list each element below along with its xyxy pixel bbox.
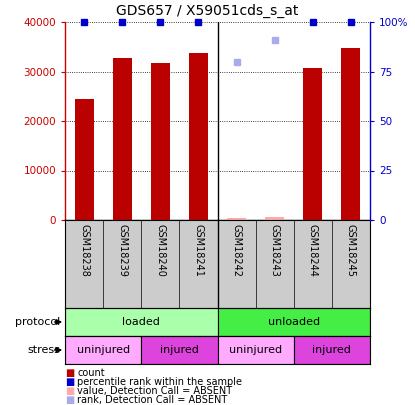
Text: rank, Detection Call = ABSENT: rank, Detection Call = ABSENT — [77, 395, 227, 405]
Bar — [342, 48, 361, 220]
Text: GSM18242: GSM18242 — [232, 224, 242, 277]
Text: unloaded: unloaded — [268, 317, 320, 327]
Text: GSM18241: GSM18241 — [193, 224, 203, 277]
Text: value, Detection Call = ABSENT: value, Detection Call = ABSENT — [77, 386, 232, 396]
Text: protocol: protocol — [15, 317, 60, 327]
Bar — [227, 218, 246, 220]
Text: uninjured: uninjured — [76, 345, 129, 355]
Bar — [265, 217, 284, 220]
Text: injured: injured — [312, 345, 352, 355]
Bar — [75, 99, 94, 220]
Text: GSM18245: GSM18245 — [346, 224, 356, 277]
Text: GSM18243: GSM18243 — [270, 224, 280, 277]
Bar — [217, 336, 294, 364]
Text: GSM18244: GSM18244 — [308, 224, 318, 277]
Text: ■: ■ — [65, 395, 74, 405]
Text: percentile rank within the sample: percentile rank within the sample — [77, 377, 242, 387]
Text: ■: ■ — [65, 377, 74, 387]
Text: stress: stress — [27, 345, 60, 355]
Text: uninjured: uninjured — [229, 345, 282, 355]
Text: injured: injured — [160, 345, 199, 355]
Bar — [151, 63, 170, 220]
Bar — [112, 58, 132, 220]
Bar — [303, 68, 322, 220]
Text: GSM18240: GSM18240 — [155, 224, 165, 277]
Bar — [65, 308, 217, 336]
Text: GSM18239: GSM18239 — [117, 224, 127, 277]
Text: count: count — [77, 368, 105, 378]
Bar — [294, 336, 370, 364]
Text: GSM18238: GSM18238 — [79, 224, 89, 277]
Bar — [189, 53, 208, 220]
Text: ■: ■ — [65, 386, 74, 396]
Text: GDS657 / X59051cds_s_at: GDS657 / X59051cds_s_at — [116, 4, 299, 18]
Text: loaded: loaded — [122, 317, 160, 327]
Text: ■: ■ — [65, 368, 74, 378]
Bar — [217, 308, 370, 336]
Bar — [141, 336, 217, 364]
Bar — [65, 336, 141, 364]
